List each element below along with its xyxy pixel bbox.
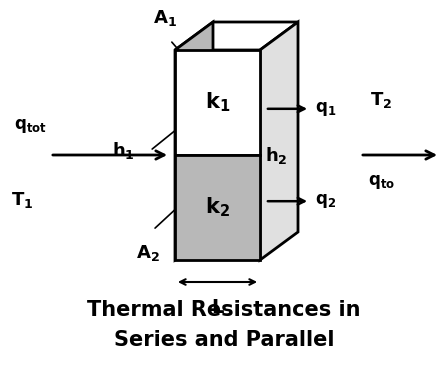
Polygon shape <box>175 22 213 260</box>
Text: $\mathbf{q_2}$: $\mathbf{q_2}$ <box>315 192 336 210</box>
Text: $\mathbf{T_1}$: $\mathbf{T_1}$ <box>11 190 33 210</box>
Polygon shape <box>175 22 298 50</box>
Text: $\mathbf{L}$: $\mathbf{L}$ <box>211 298 224 317</box>
Text: $\mathbf{h_2}$: $\mathbf{h_2}$ <box>265 144 288 165</box>
Text: $\mathbf{k_2}$: $\mathbf{k_2}$ <box>205 196 230 219</box>
Polygon shape <box>260 22 298 260</box>
Text: $\mathbf{T_2}$: $\mathbf{T_2}$ <box>370 90 392 110</box>
Text: $\mathbf{A_1}$: $\mathbf{A_1}$ <box>153 8 177 28</box>
Text: $\mathbf{q_{tot}}$: $\mathbf{q_{tot}}$ <box>13 117 47 135</box>
Text: $\mathbf{k_1}$: $\mathbf{k_1}$ <box>205 91 230 114</box>
Text: Series and Parallel: Series and Parallel <box>114 330 334 350</box>
Polygon shape <box>175 50 260 155</box>
Text: $\mathbf{q_{to}}$: $\mathbf{q_{to}}$ <box>368 173 395 191</box>
Text: $\mathbf{h_1}$: $\mathbf{h_1}$ <box>112 140 135 161</box>
Text: Thermal Resistances in: Thermal Resistances in <box>87 300 361 320</box>
Text: $\mathbf{q_1}$: $\mathbf{q_1}$ <box>315 100 336 118</box>
Polygon shape <box>175 155 260 260</box>
Text: $\mathbf{A_2}$: $\mathbf{A_2}$ <box>136 243 160 263</box>
